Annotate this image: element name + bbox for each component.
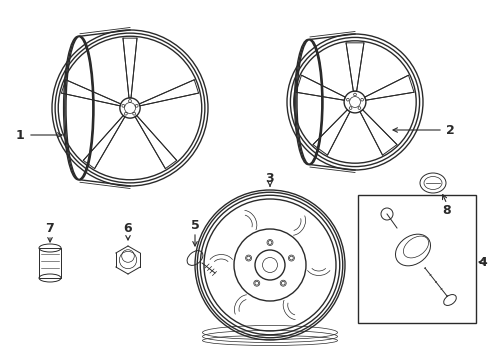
Bar [357,195,475,323]
Text: 4: 4 [477,256,486,269]
Text: 7: 7 [45,221,54,234]
Text: 8: 8 [442,203,450,216]
Text: 5: 5 [190,219,199,231]
Text: 6: 6 [123,221,132,234]
Text: 1: 1 [16,129,24,141]
Bar [39,248,61,278]
Text: 2: 2 [445,123,453,136]
Text: 3: 3 [265,171,274,185]
